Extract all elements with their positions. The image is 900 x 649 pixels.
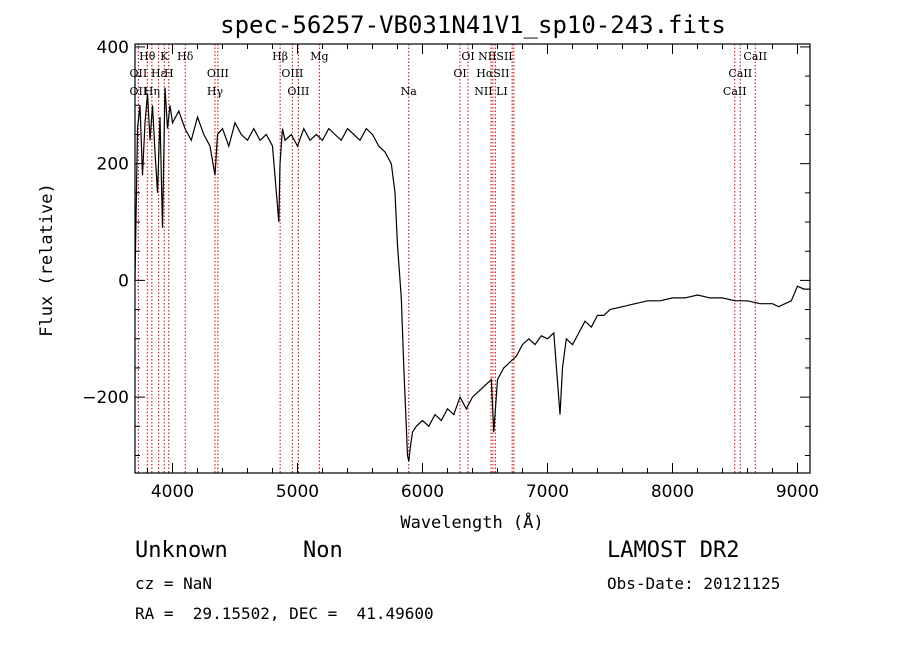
survey-text: LAMOST DR2 — [607, 538, 740, 563]
emission-line-label: Hβ — [272, 50, 288, 63]
emission-line-label: Na — [401, 85, 418, 98]
y-tick-label: 200 — [97, 155, 129, 175]
y-tick-label: 400 — [97, 38, 129, 58]
emission-line-label: K — [160, 50, 169, 63]
x-tick-label: 9000 — [776, 482, 819, 502]
emission-line-label: Mg — [310, 50, 328, 63]
coordinates-text: RA = 29.15502, DEC = 41.49600 — [135, 604, 434, 623]
emission-line-label: H — [164, 67, 174, 80]
classification-text: Unknown — [135, 538, 228, 563]
subclass-text: Non — [303, 538, 343, 563]
emission-line-label: Hγ — [207, 85, 224, 98]
emission-line-label: OII — [130, 67, 148, 80]
obs-date-text: Obs-Date: 20121125 — [607, 574, 781, 593]
y-tick-label: 0 — [118, 271, 129, 291]
emission-line-label: OI — [461, 50, 474, 63]
axis-ticks: 4000 5000 6000 7000 8000 9000 −200 0 200 400 — [82, 38, 819, 502]
spectrum-series — [134, 87, 810, 462]
emission-line-label: Hε — [151, 67, 167, 80]
plot-frame — [134, 43, 811, 474]
redshift-text: cz = NaN — [135, 574, 213, 593]
emission-line-label: Hδ — [177, 50, 194, 63]
emission-line-label: NII LI — [474, 85, 507, 98]
line-markers — [137, 44, 756, 473]
emission-line-label: OIII — [281, 67, 303, 80]
x-tick-label: 4000 — [151, 482, 194, 502]
emission-line-label: Hθ — [139, 50, 156, 63]
emission-line-label: HαSII — [476, 67, 509, 80]
emission-line-label: OIII — [287, 85, 309, 98]
emission-line-label: Hη — [144, 85, 160, 98]
emission-line-label: OII — [130, 85, 148, 98]
emission-line-label: CaII — [723, 85, 747, 98]
chart-title: spec-56257-VB031N41V1_sp10-243.fits — [220, 11, 726, 39]
y-axis-label: Flux (relative) — [37, 183, 57, 337]
emission-line-label: CaII — [728, 67, 752, 80]
x-tick-label: 6000 — [401, 482, 444, 502]
y-tick-label: −200 — [82, 388, 129, 408]
emission-line-label: NIISII — [478, 50, 513, 63]
emission-line-label: CaII — [743, 50, 767, 63]
x-tick-label: 5000 — [276, 482, 319, 502]
x-tick-label: 7000 — [526, 482, 569, 502]
emission-line-label: OI — [453, 67, 466, 80]
x-axis-label: Wavelength (Å) — [400, 511, 543, 533]
emission-line-label: OIII — [207, 67, 229, 80]
x-tick-label: 8000 — [651, 482, 694, 502]
